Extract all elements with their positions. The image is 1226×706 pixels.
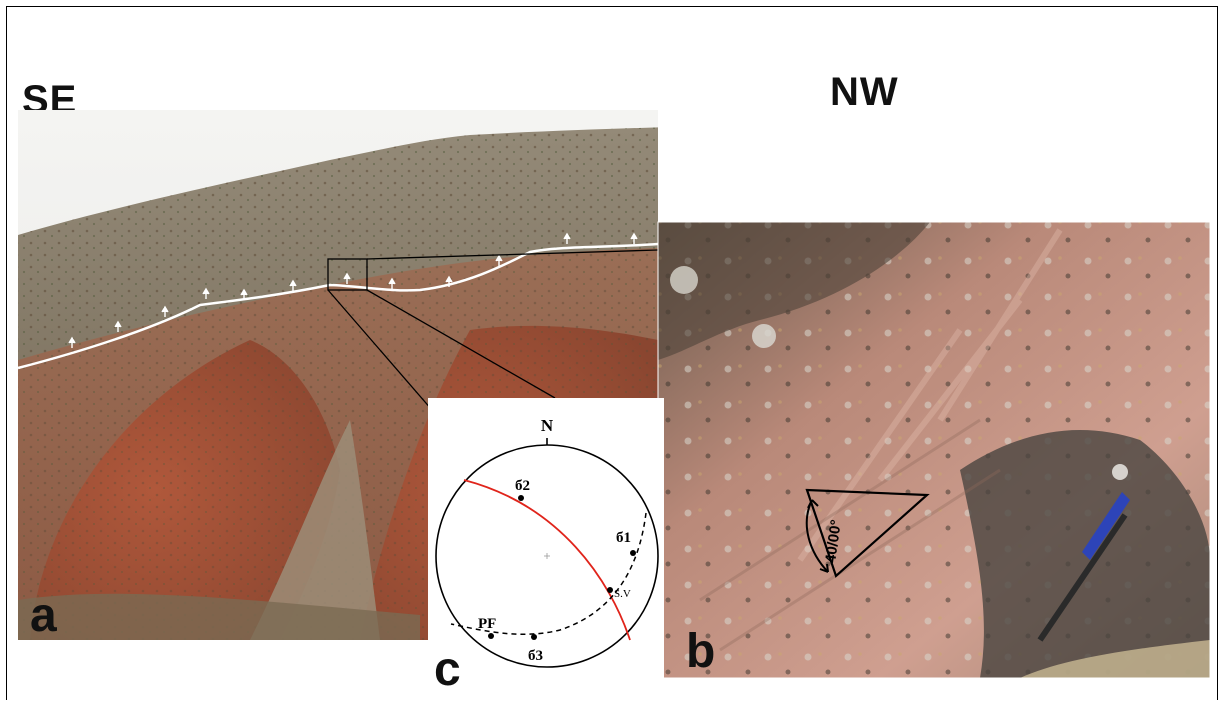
point-pf — [488, 633, 494, 639]
great-circle-dashed — [450, 512, 647, 635]
sv-label: S.V — [614, 588, 631, 600]
measurement-triangle — [805, 488, 930, 578]
direction-label-nw: NW — [830, 70, 899, 114]
panel-c-background — [428, 398, 664, 690]
great-circle-red — [463, 479, 631, 641]
point-sigma3 — [531, 634, 537, 640]
stereonet — [435, 438, 659, 668]
fault-arrows — [68, 232, 638, 348]
zoom-box — [327, 258, 368, 291]
panel-label-c: c — [434, 643, 461, 696]
point-sigma1 — [630, 550, 636, 556]
leader-line-lower — [366, 289, 556, 399]
sigma2-label: б2 — [515, 478, 530, 494]
pf-label: PF — [478, 616, 496, 632]
point-sv — [607, 587, 613, 593]
measurement-label: 40/00° — [822, 519, 845, 564]
sigma3-label: б3 — [528, 648, 543, 664]
panel-label-a: a — [30, 589, 57, 642]
panel-b-photo — [658, 222, 1210, 678]
leader-line-left — [327, 289, 433, 411]
leader-line-upper — [366, 249, 659, 260]
fault-trace-line — [17, 242, 659, 370]
figure-frame — [6, 6, 1218, 700]
sigma1-label: б1 — [616, 530, 631, 546]
stereonet-north-label: N — [541, 416, 554, 435]
point-sigma2 — [518, 495, 524, 501]
panel-label-b: b — [686, 625, 716, 678]
